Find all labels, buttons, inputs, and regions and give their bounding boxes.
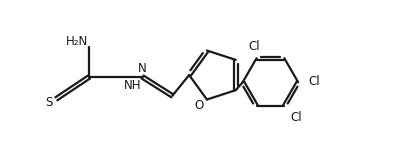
Text: O: O bbox=[194, 99, 204, 112]
Text: NH: NH bbox=[124, 79, 142, 92]
Text: S: S bbox=[46, 96, 53, 109]
Text: N: N bbox=[138, 62, 147, 75]
Text: H₂N: H₂N bbox=[66, 35, 88, 48]
Text: Cl: Cl bbox=[290, 111, 302, 124]
Text: Cl: Cl bbox=[308, 75, 320, 88]
Text: Cl: Cl bbox=[249, 40, 260, 53]
